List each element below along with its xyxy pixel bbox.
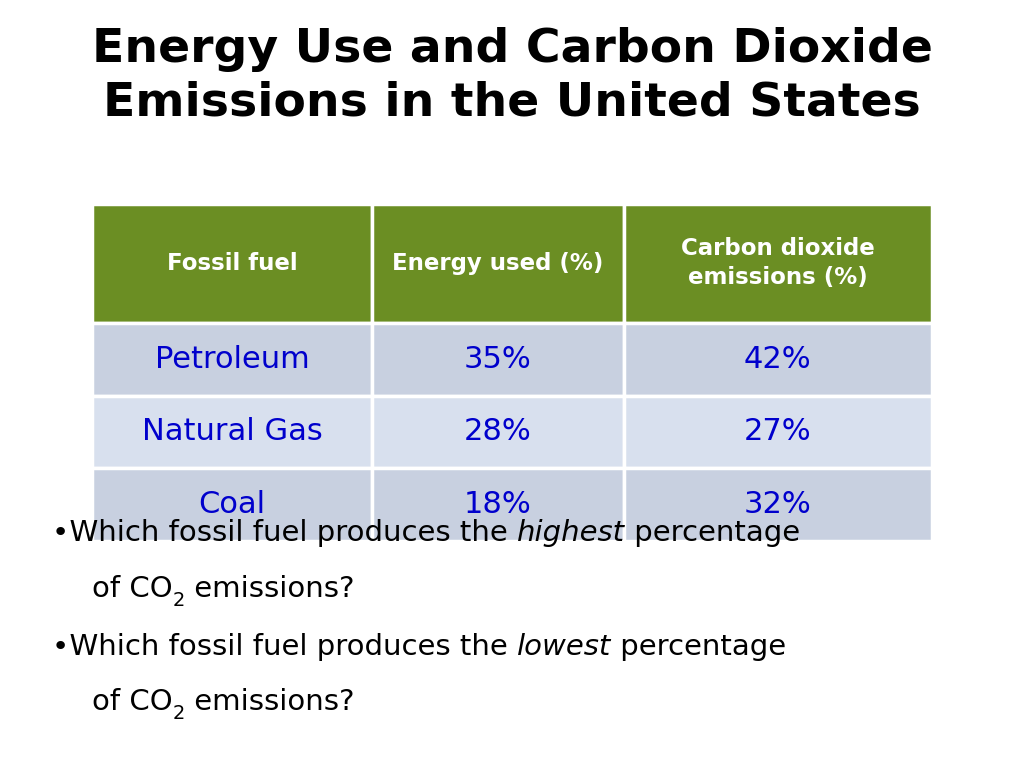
Text: •: • — [51, 633, 69, 660]
Text: Energy used (%): Energy used (%) — [392, 252, 603, 274]
Text: emissions?: emissions? — [185, 574, 354, 603]
Text: 42%: 42% — [744, 345, 812, 373]
Text: highest: highest — [517, 519, 626, 548]
FancyBboxPatch shape — [372, 468, 624, 541]
Text: Which fossil fuel produces the: Which fossil fuel produces the — [51, 633, 517, 660]
FancyBboxPatch shape — [92, 396, 372, 468]
FancyBboxPatch shape — [92, 323, 372, 396]
Text: lowest: lowest — [517, 633, 611, 660]
FancyBboxPatch shape — [624, 396, 932, 468]
Text: Petroleum: Petroleum — [155, 345, 309, 373]
FancyBboxPatch shape — [624, 468, 932, 541]
Text: 2: 2 — [173, 704, 185, 723]
Text: 27%: 27% — [744, 418, 812, 446]
Text: •: • — [51, 519, 69, 548]
FancyBboxPatch shape — [92, 468, 372, 541]
Text: Coal: Coal — [199, 491, 265, 519]
Text: 28%: 28% — [464, 418, 531, 446]
Text: Energy Use and Carbon Dioxide
Emissions in the United States: Energy Use and Carbon Dioxide Emissions … — [91, 27, 933, 126]
FancyBboxPatch shape — [92, 204, 372, 323]
Text: 18%: 18% — [464, 491, 531, 519]
Text: percentage: percentage — [626, 519, 801, 548]
Text: of CO: of CO — [92, 688, 173, 716]
Text: Fossil fuel: Fossil fuel — [167, 252, 297, 274]
Text: 2: 2 — [173, 591, 185, 610]
Text: 32%: 32% — [743, 491, 812, 519]
Text: Which fossil fuel produces the: Which fossil fuel produces the — [51, 519, 517, 548]
FancyBboxPatch shape — [624, 204, 932, 323]
FancyBboxPatch shape — [372, 204, 624, 323]
FancyBboxPatch shape — [372, 396, 624, 468]
Text: of CO: of CO — [92, 574, 173, 603]
FancyBboxPatch shape — [624, 323, 932, 396]
Text: percentage: percentage — [611, 633, 786, 660]
Text: 35%: 35% — [464, 345, 531, 373]
Text: emissions?: emissions? — [185, 688, 354, 716]
Text: Natural Gas: Natural Gas — [141, 418, 323, 446]
FancyBboxPatch shape — [372, 323, 624, 396]
Text: Carbon dioxide
emissions (%): Carbon dioxide emissions (%) — [681, 237, 874, 289]
